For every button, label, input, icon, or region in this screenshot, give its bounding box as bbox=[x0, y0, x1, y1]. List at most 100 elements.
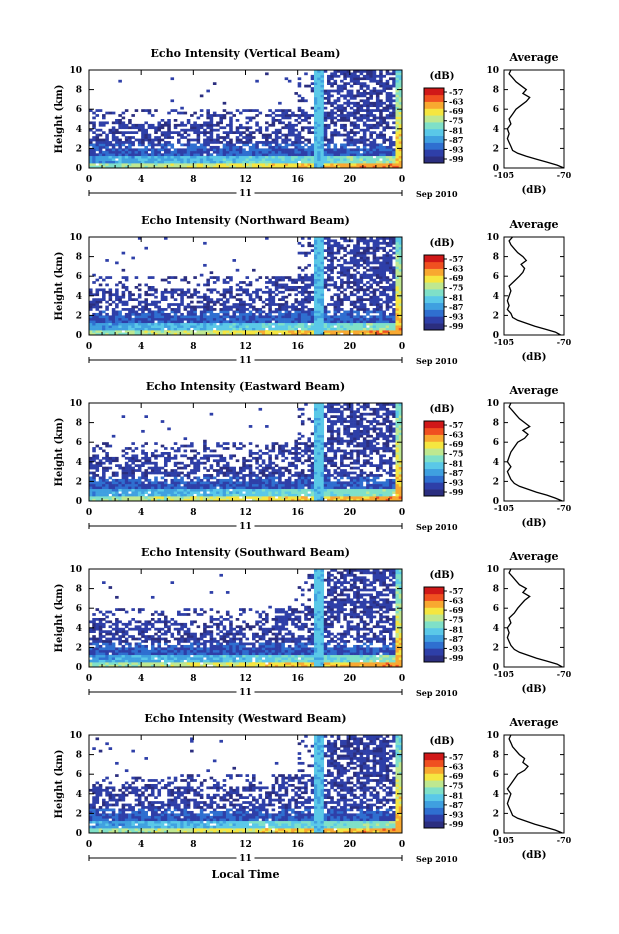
heatmap-cell bbox=[96, 153, 100, 156]
heatmap-cell bbox=[382, 286, 386, 289]
heatmap-cell bbox=[157, 301, 161, 304]
heatmap-cell bbox=[157, 467, 161, 470]
heatmap-cell bbox=[350, 328, 354, 331]
heatmap-cell bbox=[180, 328, 184, 331]
heatmap-cell bbox=[223, 117, 227, 120]
heatmap-cell bbox=[314, 269, 318, 272]
heatmap-cell bbox=[154, 156, 158, 159]
heatmap-cell bbox=[275, 136, 279, 139]
heatmap-cell bbox=[353, 134, 357, 137]
heatmap-cell bbox=[226, 156, 230, 159]
heatmap-cell bbox=[268, 134, 272, 137]
heatmap-cell bbox=[317, 239, 321, 242]
heatmap-cell bbox=[184, 481, 188, 484]
heatmap-cell bbox=[363, 158, 367, 161]
heatmap-cell bbox=[314, 244, 318, 247]
heatmap-cell bbox=[203, 494, 207, 497]
heatmap-cell bbox=[288, 139, 292, 142]
heatmap-cell bbox=[291, 134, 295, 137]
heatmap-cell bbox=[118, 481, 122, 484]
heatmap-cell bbox=[144, 139, 148, 142]
heatmap-cell bbox=[105, 330, 109, 333]
heatmap-cell bbox=[314, 99, 318, 102]
heatmap-cell bbox=[317, 109, 321, 112]
heatmap-cell bbox=[148, 288, 152, 291]
heatmap-cell bbox=[131, 320, 135, 323]
heatmap-cell bbox=[206, 151, 210, 154]
heatmap-cell bbox=[112, 301, 116, 304]
heatmap-cell bbox=[125, 161, 129, 164]
heatmap-cell bbox=[157, 139, 161, 142]
heatmap-cell bbox=[226, 467, 230, 470]
heatmap-cell bbox=[382, 126, 386, 129]
heatmap-cell bbox=[379, 134, 383, 137]
heatmap-cell bbox=[125, 153, 129, 156]
heatmap-cell bbox=[174, 276, 178, 279]
heatmap-cell bbox=[223, 496, 227, 499]
heatmap-cell bbox=[288, 134, 292, 137]
heatmap-cell bbox=[249, 425, 253, 428]
heatmap-cell bbox=[255, 153, 259, 156]
heatmap-cell bbox=[148, 293, 152, 296]
heatmap-cell bbox=[347, 119, 351, 122]
heatmap-cell bbox=[330, 279, 334, 282]
heatmap-cell bbox=[203, 303, 207, 306]
heatmap-cell bbox=[272, 153, 276, 156]
heatmap-cell bbox=[268, 318, 272, 321]
heatmap-cell bbox=[180, 151, 184, 154]
heatmap-cell bbox=[298, 136, 302, 139]
heatmap-cell bbox=[161, 445, 165, 448]
heatmap-cell bbox=[96, 161, 100, 164]
heatmap-cell bbox=[157, 161, 161, 164]
heatmap-cell bbox=[392, 85, 396, 88]
average-y-tick-label: 8 bbox=[493, 86, 499, 96]
heatmap-cell bbox=[193, 477, 197, 480]
heatmap-cell bbox=[314, 126, 318, 129]
heatmap-cell bbox=[151, 325, 155, 328]
heatmap-cell bbox=[386, 281, 390, 284]
heatmap-cell bbox=[223, 279, 227, 282]
heatmap-cell bbox=[105, 163, 109, 166]
heatmap-cell bbox=[298, 134, 302, 137]
heatmap-cell bbox=[236, 474, 240, 477]
heatmap-cell bbox=[154, 163, 158, 166]
heatmap-cell bbox=[99, 109, 103, 112]
heatmap-cell bbox=[353, 328, 357, 331]
heatmap-cell bbox=[278, 136, 282, 139]
heatmap-cell bbox=[105, 156, 109, 159]
heatmap-cell bbox=[291, 161, 295, 164]
heatmap-cell bbox=[210, 464, 214, 467]
heatmap-cell bbox=[151, 454, 155, 457]
heatmap-cell bbox=[242, 469, 246, 472]
heatmap-cell bbox=[324, 257, 328, 260]
colorbar-tick-label: -69 bbox=[449, 273, 464, 283]
heatmap-cell bbox=[223, 484, 227, 487]
heatmap-cell bbox=[105, 442, 109, 445]
heatmap-cell bbox=[369, 303, 373, 306]
heatmap-cell bbox=[125, 474, 129, 477]
heatmap-cell bbox=[392, 163, 396, 166]
heatmap-cell bbox=[167, 141, 171, 144]
heatmap-cell bbox=[356, 80, 360, 83]
heatmap-cell bbox=[395, 112, 399, 115]
heatmap-cell bbox=[340, 107, 344, 110]
heatmap-cell bbox=[193, 472, 197, 475]
heatmap-cell bbox=[236, 269, 240, 272]
heatmap-cell bbox=[337, 90, 341, 93]
heatmap-cell bbox=[109, 293, 113, 296]
heatmap-cell bbox=[259, 494, 263, 497]
heatmap-cell bbox=[324, 153, 328, 156]
heatmap-cell bbox=[193, 129, 197, 132]
heatmap-cell bbox=[353, 104, 357, 107]
heatmap-cell bbox=[197, 320, 201, 323]
heatmap-cell bbox=[340, 163, 344, 166]
heatmap-cell bbox=[363, 163, 367, 166]
heatmap-cell bbox=[252, 474, 256, 477]
heatmap-cell bbox=[239, 311, 243, 314]
heatmap-cell bbox=[157, 486, 161, 489]
heatmap-cell bbox=[272, 124, 276, 127]
heatmap-cell bbox=[301, 158, 305, 161]
heatmap-cell bbox=[200, 124, 204, 127]
heatmap-cell bbox=[92, 281, 96, 284]
heatmap-cell bbox=[112, 311, 116, 314]
